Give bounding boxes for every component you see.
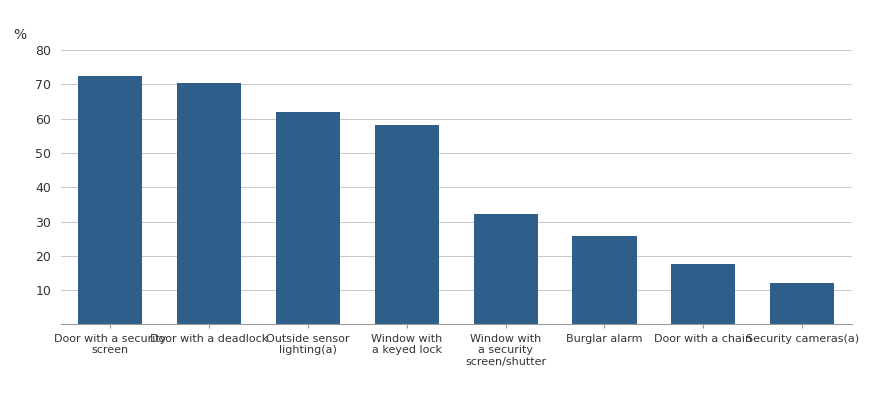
Bar (770, 282, 834, 324)
Text: %: % (13, 28, 27, 42)
Bar (78, 76, 143, 324)
Bar (573, 236, 637, 324)
Bar (275, 112, 340, 324)
Bar (177, 82, 242, 324)
Bar (375, 125, 439, 324)
Bar (671, 264, 735, 324)
Bar (474, 214, 538, 324)
